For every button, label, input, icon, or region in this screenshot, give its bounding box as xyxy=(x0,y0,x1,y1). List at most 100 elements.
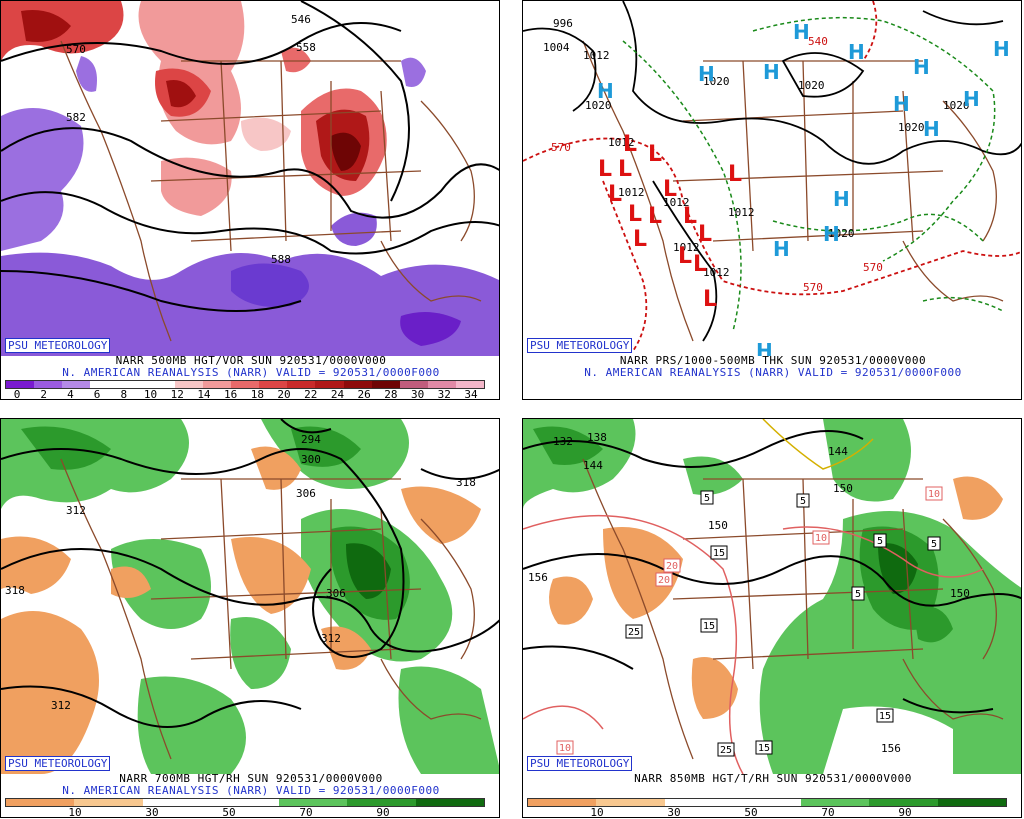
svg-text:10: 10 xyxy=(928,489,940,500)
colorbar-ticks: 10 30 50 70 90 xyxy=(527,806,1005,818)
contour-label: 306 xyxy=(296,487,316,500)
temp-box: 20 xyxy=(663,558,681,573)
high-pressure-marker: H xyxy=(823,222,840,246)
colorbar-tick-label: 30 xyxy=(145,806,159,818)
low-pressure-marker: L xyxy=(663,177,677,202)
contour-label: 582 xyxy=(66,111,86,124)
contour-label: 156 xyxy=(528,571,548,584)
colorbar-tick-label: 16 xyxy=(224,388,238,400)
svg-text:5: 5 xyxy=(800,496,806,507)
psu-meteorology-label: PSU METEOROLOGY xyxy=(5,338,111,353)
panel-pressure-thickness: 996 1004 1012 1020 1020 1020 1012 1012 1… xyxy=(522,0,1022,400)
contour-label: 144 xyxy=(828,445,848,458)
temp-box: 15 xyxy=(710,545,728,560)
contour-label: 294 xyxy=(301,433,321,446)
colorbar-swatch xyxy=(456,381,485,388)
contour-label: 138 xyxy=(587,431,607,444)
colorbar-swatch xyxy=(74,799,143,806)
low-pressure-marker: L xyxy=(693,252,707,277)
temp-box: 10 xyxy=(556,740,574,755)
rh850-map: 132 138 144 144 150 150 156 156 150 5 5 … xyxy=(523,419,1021,774)
isobar-label: 1020 xyxy=(798,79,825,92)
isobar-label: 1012 xyxy=(663,196,690,209)
svg-text:15: 15 xyxy=(703,621,715,632)
svg-text:25: 25 xyxy=(720,745,732,756)
high-pressure-marker: H xyxy=(597,79,614,103)
colorbar-tick-label: 10 xyxy=(143,388,158,400)
isobar-label: 1012 xyxy=(703,266,730,279)
low-pressure-marker: L xyxy=(608,182,622,207)
colorbar-tick-label: 10 xyxy=(68,806,82,818)
low-pressure-marker: L xyxy=(633,227,647,252)
high-pressure-marker: H xyxy=(793,20,810,44)
colorbar-swatch xyxy=(34,381,63,388)
high-pressure-marker: H xyxy=(963,87,980,111)
thickness-label: 540 xyxy=(808,35,828,48)
colorbar xyxy=(5,380,485,389)
isobar-label: 1020 xyxy=(828,227,855,240)
panel-subtitle: N. AMERICAN REANALYSIS (NARR) VALID = 92… xyxy=(62,366,440,379)
isobar-label: 1020 xyxy=(943,99,970,112)
colorbar-swatch xyxy=(146,381,175,388)
colorbar-swatch xyxy=(210,799,280,806)
pressure-map: 996 1004 1012 1020 1020 1020 1012 1012 1… xyxy=(523,1,1021,356)
temp-box: 15 xyxy=(876,708,894,723)
colorbar-swatch xyxy=(118,381,147,388)
colorbar-swatch xyxy=(869,799,938,806)
temp-box: 15 xyxy=(755,740,773,755)
colorbar xyxy=(527,798,1007,807)
temp-box: 5 xyxy=(700,490,714,505)
colorbar-swatch xyxy=(6,381,35,388)
isobar-label: 996 xyxy=(553,17,573,30)
svg-text:5: 5 xyxy=(931,539,937,550)
colorbar-swatch xyxy=(664,799,733,806)
colorbar-tick-label: 4 xyxy=(67,388,74,400)
colorbar-swatch xyxy=(371,381,400,388)
svg-text:20: 20 xyxy=(666,561,678,572)
low-pressure-marker: L xyxy=(703,287,717,312)
colorbar-tick-label: 0 xyxy=(13,388,21,400)
low-pressure-marker: L xyxy=(728,162,742,187)
high-pressure-marker: H xyxy=(833,187,850,211)
colorbar-tick-label: 90 xyxy=(898,806,912,818)
colorbar-swatch xyxy=(596,799,665,806)
colorbar-swatch xyxy=(343,381,372,388)
colorbar-tick-label: 34 xyxy=(464,388,478,400)
colorbar-tick-label: 30 xyxy=(667,806,681,818)
colorbar-tick-label: 8 xyxy=(120,388,128,400)
low-pressure-marker: L xyxy=(598,157,612,182)
colorbar-tick-label: 32 xyxy=(437,388,451,400)
isobar-label: 1020 xyxy=(585,99,612,112)
colorbar-ticks: 0 2 4 6 8 10 12 14 16 18 20 22 24 26 28 30 32 34 xyxy=(5,388,483,400)
contour-label: 318 xyxy=(5,584,25,597)
temp-box: 10 xyxy=(925,486,943,501)
temp-box: 5 xyxy=(851,586,865,601)
colorbar-tick-label: 90 xyxy=(376,806,390,818)
contour-label: 156 xyxy=(881,742,901,755)
vorticity-map: 570 582 546 558 588 xyxy=(1,1,499,356)
contour-label: 150 xyxy=(708,519,728,532)
high-pressure-marker: H xyxy=(923,117,940,141)
colorbar-swatch xyxy=(90,381,119,388)
colorbar-tick-label: 24 xyxy=(330,388,345,400)
svg-text:15: 15 xyxy=(879,711,891,722)
colorbar-swatch xyxy=(415,799,484,806)
contour-label: 312 xyxy=(51,699,71,712)
high-pressure-marker: H xyxy=(756,339,773,356)
colorbar-swatch xyxy=(937,799,1006,806)
low-pressure-marker: L xyxy=(648,142,662,167)
colorbar-swatch xyxy=(62,381,91,388)
panel-title: NARR 700MB HGT/RH SUN 920531/0000V000 xyxy=(119,772,383,785)
colorbar-swatch xyxy=(315,381,344,388)
colorbar-tick-label: 70 xyxy=(821,806,835,818)
colorbar-swatch xyxy=(142,799,211,806)
colorbar-swatch xyxy=(427,381,456,388)
colorbar-tick-label: 30 xyxy=(410,388,425,400)
panel-title: NARR 850MB HGT/T/RH SUN 920531/0000V000 xyxy=(634,772,912,785)
isobar-label: 1004 xyxy=(543,41,570,54)
high-pressure-marker: H xyxy=(893,92,910,116)
colorbar-swatch xyxy=(6,799,75,806)
high-pressure-marker: H xyxy=(773,237,790,261)
contour-label: 546 xyxy=(291,13,311,26)
contour-label: 150 xyxy=(950,587,970,600)
